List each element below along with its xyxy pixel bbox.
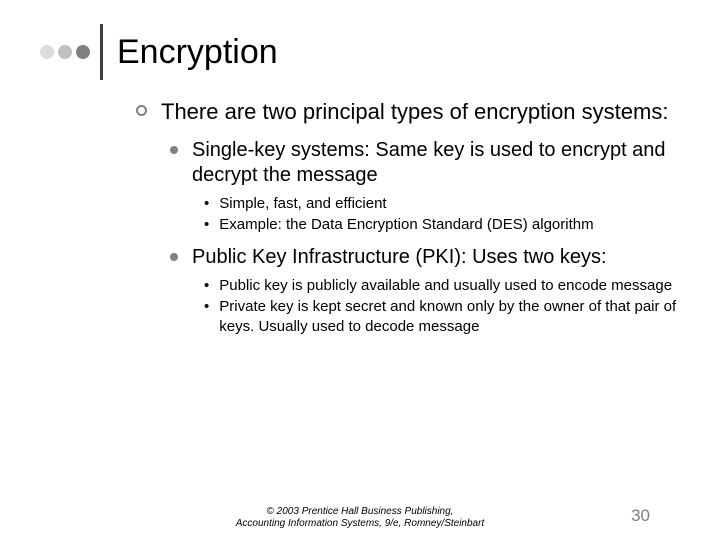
list-item: • Example: the Data Encryption Standard …	[204, 215, 680, 235]
dot-bullet-icon: •	[204, 194, 209, 214]
main-text: There are two principal types of encrypt…	[161, 98, 668, 126]
list-item: There are two principal types of encrypt…	[136, 98, 680, 126]
detail-text: Public key is publicly available and usu…	[219, 276, 672, 296]
solid-bullet-icon	[170, 253, 178, 261]
dot-icon	[40, 45, 54, 59]
subheading-text: Single-key systems: Same key is used to …	[192, 138, 680, 188]
header: Encryption	[40, 24, 680, 80]
list-item: Public Key Infrastructure (PKI): Uses tw…	[170, 245, 680, 270]
dot-bullet-icon: •	[204, 276, 209, 296]
list-item: • Public key is publicly available and u…	[204, 276, 680, 296]
dot-bullet-icon: •	[204, 215, 209, 235]
subheading-text: Public Key Infrastructure (PKI): Uses tw…	[192, 245, 607, 270]
detail-text: Example: the Data Encryption Standard (D…	[219, 215, 593, 235]
list-item: • Private key is kept secret and known o…	[204, 297, 680, 336]
solid-bullet-icon	[170, 146, 178, 154]
page-title: Encryption	[117, 33, 278, 72]
content-body: There are two principal types of encrypt…	[40, 98, 680, 336]
hollow-bullet-icon	[136, 105, 147, 116]
detail-text: Simple, fast, and efficient	[219, 194, 386, 214]
detail-text: Private key is kept secret and known onl…	[219, 297, 680, 336]
list-item: Single-key systems: Same key is used to …	[170, 138, 680, 188]
dot-icon	[58, 45, 72, 59]
footer: © 2003 Prentice Hall Business Publishing…	[0, 506, 720, 530]
list-item: • Simple, fast, and efficient	[204, 194, 680, 214]
page-number: 30	[631, 506, 650, 526]
copyright-text: © 2003 Prentice Hall Business Publishing…	[236, 506, 484, 530]
copyright-line2: Accounting Information Systems, 9/e, Rom…	[236, 518, 484, 529]
decorative-dots	[40, 45, 90, 59]
copyright-line1: © 2003 Prentice Hall Business Publishing…	[267, 506, 454, 517]
vertical-bar-icon	[100, 24, 103, 80]
dot-icon	[76, 45, 90, 59]
dot-bullet-icon: •	[204, 297, 209, 336]
slide: Encryption There are two principal types…	[0, 0, 720, 540]
